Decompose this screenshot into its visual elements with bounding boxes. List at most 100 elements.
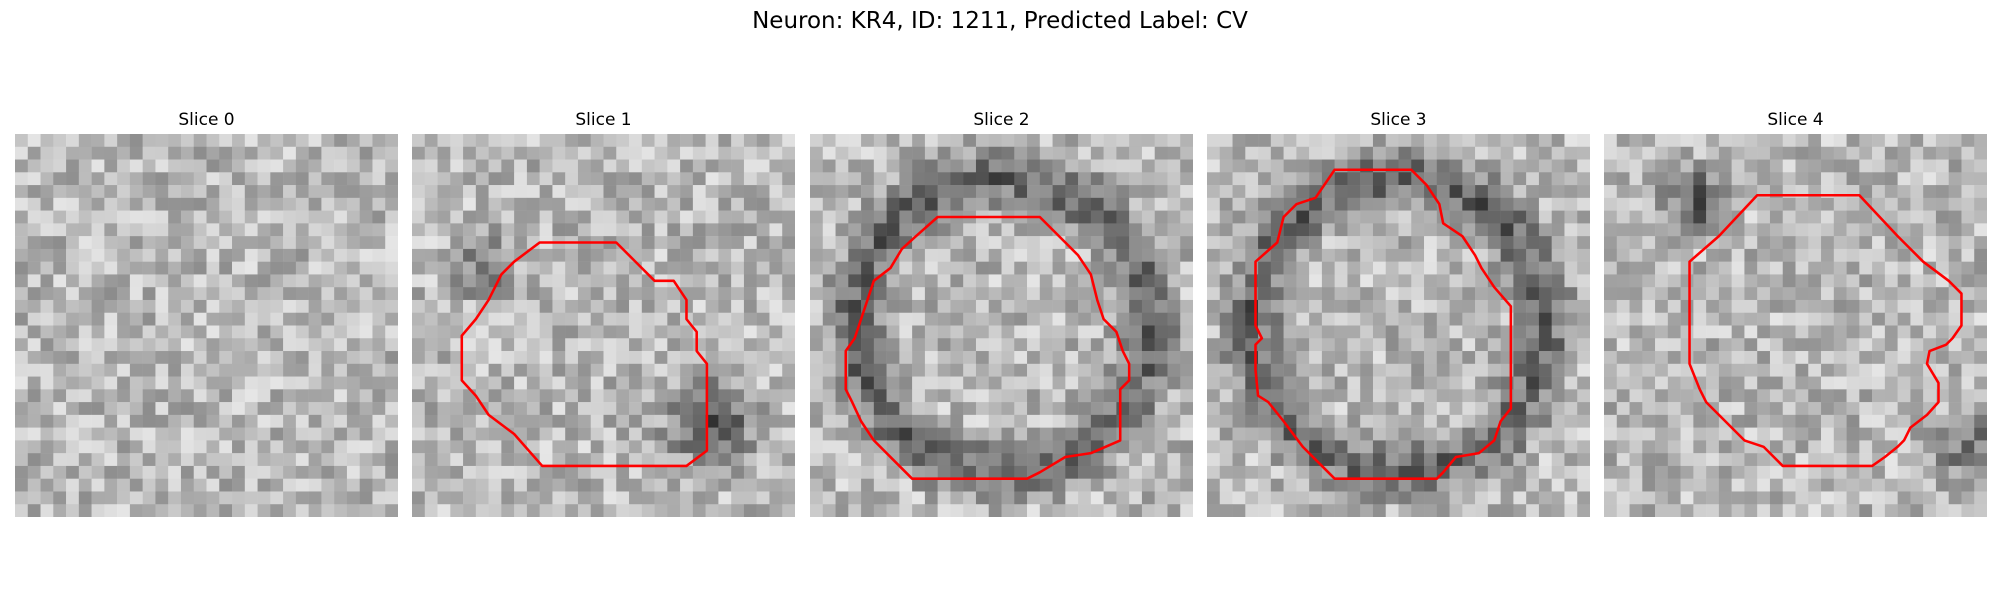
pixel	[692, 159, 706, 173]
pixel	[1693, 440, 1707, 454]
pixel	[270, 338, 284, 352]
pixel	[1948, 287, 1962, 301]
pixel	[27, 504, 41, 517]
pixel	[334, 274, 348, 288]
pixel	[1884, 210, 1898, 224]
pixel	[1129, 146, 1143, 160]
pixel	[1897, 402, 1911, 416]
pixel	[1538, 465, 1552, 479]
pixel	[270, 223, 284, 237]
pixel	[1680, 491, 1694, 505]
pixel	[295, 338, 309, 352]
pixel	[193, 223, 207, 237]
pixel	[385, 389, 398, 403]
pixel	[385, 248, 398, 262]
pixel	[526, 299, 540, 313]
pixel	[1655, 172, 1669, 186]
pixel	[1039, 159, 1053, 173]
pixel	[1833, 312, 1847, 326]
pixel	[1808, 312, 1822, 326]
pixel	[463, 185, 477, 199]
pixel	[117, 274, 131, 288]
pixel	[78, 210, 92, 224]
pixel	[295, 478, 309, 492]
pixel	[1731, 478, 1745, 492]
pixel	[1974, 299, 1987, 313]
pixel	[1027, 351, 1041, 365]
pixel	[1564, 453, 1578, 467]
pixel	[988, 389, 1002, 403]
pixel	[385, 185, 398, 199]
pixel	[577, 363, 591, 377]
pixel	[308, 274, 322, 288]
pixel	[810, 197, 824, 211]
pixel	[861, 172, 875, 186]
pixel	[1207, 248, 1221, 262]
pixel	[654, 287, 668, 301]
pixel	[295, 274, 309, 288]
pixel	[1296, 274, 1310, 288]
pixel	[603, 146, 617, 160]
pixel	[1538, 248, 1552, 262]
pixel	[1014, 351, 1028, 365]
pixel	[886, 389, 900, 403]
pixel	[1039, 287, 1053, 301]
pixel	[117, 491, 131, 505]
pixel	[193, 134, 207, 148]
pixel	[937, 465, 951, 479]
pixel	[603, 402, 617, 416]
pixel	[346, 210, 360, 224]
pixel	[680, 453, 694, 467]
pixel	[565, 312, 579, 326]
pixel	[1449, 427, 1463, 441]
pixel	[565, 504, 579, 517]
pixel	[912, 465, 926, 479]
pixel	[1859, 491, 1873, 505]
pixel	[1232, 223, 1246, 237]
pixel	[1769, 440, 1783, 454]
pixel	[667, 197, 681, 211]
pixel	[1667, 440, 1681, 454]
pixel	[1027, 287, 1041, 301]
pixel	[1500, 248, 1514, 262]
pixel	[1270, 465, 1284, 479]
pixel	[1564, 491, 1578, 505]
pixel	[924, 389, 938, 403]
pixel	[590, 261, 604, 275]
pixel	[1706, 325, 1720, 339]
pixel	[1270, 363, 1284, 377]
pixel	[1910, 261, 1924, 275]
pixel	[1795, 363, 1809, 377]
slice-title: Slice 3	[1370, 110, 1427, 130]
pixel	[629, 389, 643, 403]
pixel	[912, 134, 926, 148]
pixel	[1859, 363, 1873, 377]
pixel	[1129, 351, 1143, 365]
pixel	[603, 223, 617, 237]
pixel	[1846, 338, 1860, 352]
pixel	[66, 427, 80, 441]
pixel	[680, 236, 694, 250]
pixel	[975, 376, 989, 390]
pixel	[91, 465, 105, 479]
pixel	[654, 185, 668, 199]
pixel	[244, 402, 258, 416]
pixel	[1065, 197, 1079, 211]
pixel	[385, 351, 398, 365]
pixel	[1551, 312, 1565, 326]
pixel	[822, 185, 836, 199]
pixel	[873, 299, 887, 313]
pixel	[1655, 453, 1669, 467]
pixel	[437, 338, 451, 352]
pixel	[641, 363, 655, 377]
pixel	[1935, 197, 1949, 211]
pixel	[526, 210, 540, 224]
pixel	[1219, 465, 1233, 479]
pixel	[1167, 389, 1181, 403]
pixel	[412, 172, 426, 186]
pixel	[1129, 402, 1143, 416]
pixel	[1360, 287, 1374, 301]
pixel	[1141, 261, 1155, 275]
pixel	[1039, 363, 1053, 377]
pixel	[104, 351, 118, 365]
